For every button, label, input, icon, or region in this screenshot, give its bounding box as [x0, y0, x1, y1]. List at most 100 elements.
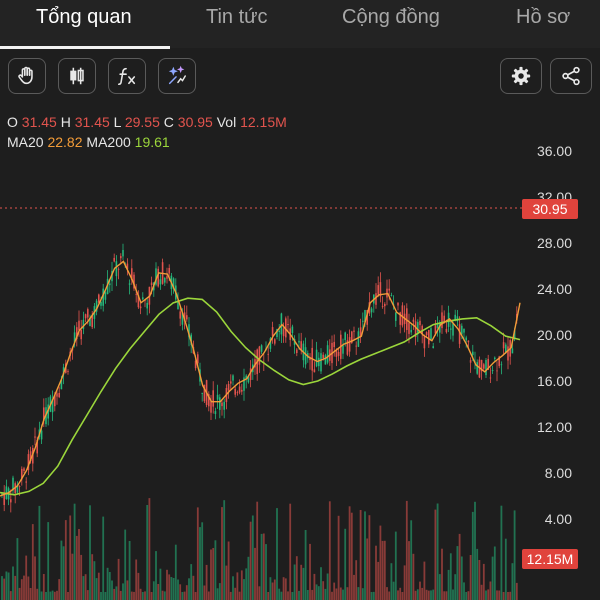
volume-value: 12.15M — [240, 114, 287, 130]
volume-bar — [56, 590, 58, 600]
tab-community[interactable]: Cộng đồng — [342, 6, 440, 28]
volume-bar — [223, 500, 226, 600]
candle-body — [210, 400, 212, 413]
tab-news[interactable]: Tin tức — [206, 6, 268, 28]
tab-overview[interactable]: Tổng quan — [36, 6, 132, 28]
last-price-tag: 30.95 — [522, 199, 578, 219]
volume-bar — [51, 590, 54, 600]
volume-bar — [467, 591, 470, 600]
candle-body — [84, 314, 87, 319]
candle-body — [137, 294, 140, 308]
chart-type-button[interactable] — [58, 58, 96, 94]
ohlc-legend: O 31.45 H 31.45 L 29.55 C 30.95 Vol 12.1… — [7, 112, 287, 152]
candle-body — [80, 330, 82, 340]
volume-bar — [196, 507, 199, 600]
volume-bar — [179, 584, 182, 600]
volume-bar — [174, 544, 177, 600]
volume-bar — [291, 592, 294, 600]
candle-body — [478, 359, 481, 378]
candle-body — [271, 327, 274, 336]
volume-bar — [111, 580, 113, 600]
candle-body — [142, 297, 144, 300]
volume-bar — [249, 521, 252, 600]
candle-body — [450, 328, 452, 330]
candle-body — [179, 311, 181, 319]
volume-bar — [416, 589, 419, 600]
volume-bar — [493, 546, 496, 600]
y-tick-label: 12.00 — [537, 419, 572, 435]
candle-body — [417, 322, 419, 333]
candle-body — [436, 323, 439, 328]
volume-bar — [25, 555, 28, 600]
y-tick-label: 4.00 — [545, 511, 572, 527]
candle-body — [43, 407, 45, 421]
candle-body — [216, 394, 219, 400]
volume-bar — [16, 538, 19, 600]
volume-bar — [71, 553, 74, 600]
volume-bar — [27, 576, 30, 600]
volume-bar — [361, 588, 364, 600]
candle-body — [326, 345, 329, 363]
volume-bar — [306, 590, 309, 600]
candle-body — [441, 312, 443, 329]
volume-bar — [207, 591, 210, 600]
volume-bar — [500, 505, 503, 600]
drawing-tool-button[interactable] — [8, 58, 46, 94]
volume-bar — [460, 556, 463, 600]
candle-body — [428, 330, 430, 345]
volume-bar — [245, 568, 248, 600]
volume-bar — [3, 578, 6, 600]
candle-body — [434, 325, 437, 334]
volume-bar — [229, 591, 232, 600]
volume-bar — [326, 573, 329, 600]
volume-bar — [419, 581, 421, 600]
volume-bar — [12, 566, 14, 600]
volume-bar — [58, 579, 61, 600]
candle-body — [456, 316, 459, 322]
candle-body — [355, 345, 357, 347]
magic-wand-icon — [165, 65, 189, 87]
volume-bar — [454, 574, 457, 600]
volume-bar — [401, 592, 404, 600]
share-button[interactable] — [550, 58, 592, 94]
volume-bar — [155, 551, 157, 600]
volume-bar — [370, 592, 373, 600]
volume-bar — [238, 591, 241, 600]
candle-body — [247, 376, 250, 383]
ai-analysis-button[interactable] — [158, 58, 196, 94]
volume-bar — [38, 505, 41, 600]
candle-body — [313, 369, 316, 373]
volume-bar — [282, 577, 285, 600]
volume-bar — [7, 572, 10, 600]
tab-profile[interactable]: Hồ sơ — [516, 6, 571, 28]
volume-bar — [126, 580, 129, 600]
price-chart[interactable]: 36.0032.0028.0024.0020.0016.0012.008.004… — [0, 100, 600, 600]
candle-body — [469, 360, 472, 363]
candle-body — [128, 283, 131, 285]
ma200-value: 19.61 — [134, 134, 170, 150]
volume-bar — [421, 587, 424, 600]
candle-body — [315, 349, 318, 367]
volume-bar — [507, 592, 509, 600]
candle-body — [27, 454, 30, 470]
candle-body — [296, 349, 298, 353]
candle-body — [267, 353, 269, 355]
indicators-button[interactable] — [108, 58, 146, 94]
volume-bar — [452, 589, 454, 600]
settings-button[interactable] — [500, 58, 542, 94]
volume-bar — [366, 538, 369, 600]
volume-bar — [447, 569, 450, 600]
candle-body — [401, 305, 404, 326]
volume-bar — [60, 540, 63, 600]
candle-body — [359, 327, 362, 338]
candle-body — [40, 430, 43, 440]
candle-body — [258, 346, 261, 365]
candle-body — [408, 322, 410, 334]
volume-bar — [227, 541, 230, 600]
candle-body — [100, 302, 102, 306]
candle-body — [287, 324, 289, 325]
volume-bar — [364, 511, 366, 600]
volume-bar — [203, 585, 206, 600]
candle-body — [172, 278, 175, 289]
y-tick-label: 28.00 — [537, 235, 572, 251]
